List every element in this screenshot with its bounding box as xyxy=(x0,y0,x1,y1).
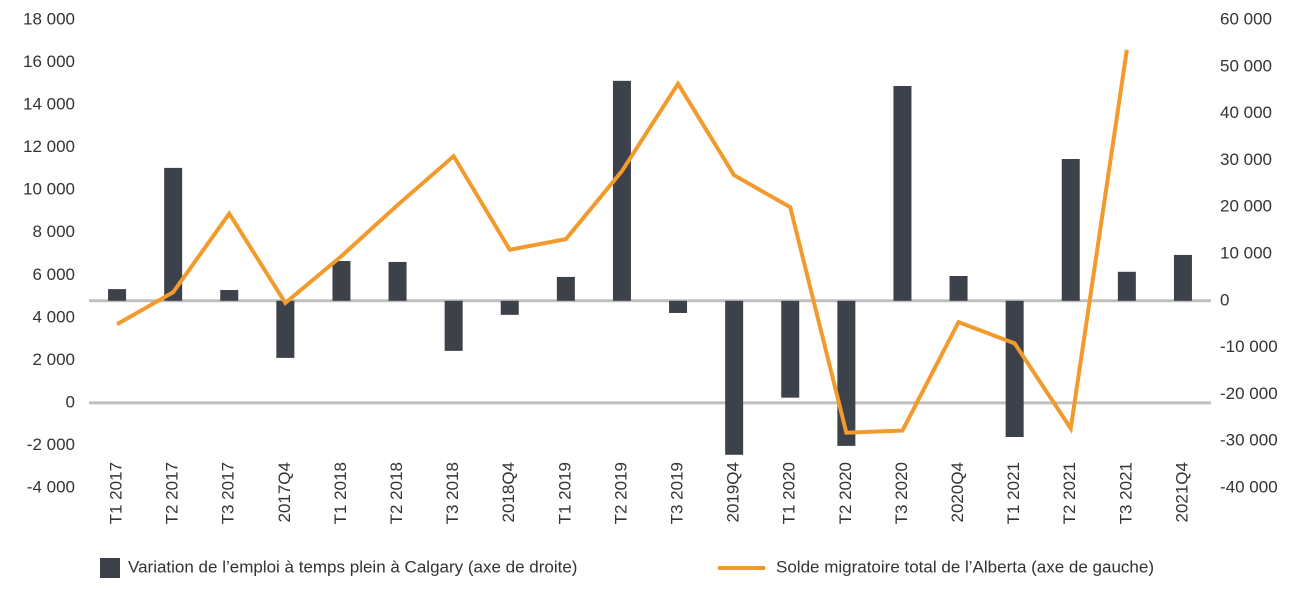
y2-tick-label: 50 000 xyxy=(1220,56,1272,75)
bar xyxy=(781,300,800,398)
bar xyxy=(725,300,744,455)
y2-tick-label: 20 000 xyxy=(1220,197,1272,216)
bar xyxy=(612,80,631,301)
bar xyxy=(837,300,856,446)
bar xyxy=(1005,300,1024,437)
bar xyxy=(276,300,295,358)
y-tick-label: 10 000 xyxy=(23,180,75,199)
line xyxy=(116,49,1129,435)
bar xyxy=(669,300,688,313)
y-tick-label: 6 000 xyxy=(32,265,75,284)
y2-tick-label: 10 000 xyxy=(1220,243,1272,262)
bar xyxy=(332,261,351,301)
bar xyxy=(220,290,239,301)
x-tick-label: T1 2021 xyxy=(1004,462,1023,524)
x-tick-label: 2020Q4 xyxy=(948,462,967,523)
x-tick-label: T2 2020 xyxy=(836,462,855,524)
y2-tick-label: -10 000 xyxy=(1220,337,1278,356)
y-tick-label: 0 xyxy=(66,392,75,411)
x-tick-label: T2 2017 xyxy=(163,462,182,524)
x-tick-label: T3 2021 xyxy=(1116,462,1135,524)
y-tick-label: -4 000 xyxy=(27,477,75,496)
x-tick-label: T2 2018 xyxy=(387,462,406,524)
y2-tick-label: 0 xyxy=(1220,290,1229,309)
x-tick-label: 2019Q4 xyxy=(724,462,743,523)
y2-tick-label: -30 000 xyxy=(1220,431,1278,450)
y-tick-label: 12 000 xyxy=(23,137,75,156)
y-tick-label: 8 000 xyxy=(32,222,75,241)
bar xyxy=(1061,158,1080,301)
x-tick-label: T1 2017 xyxy=(107,462,126,524)
x-tick-label: 2018Q4 xyxy=(499,462,518,523)
x-tick-label: T2 2021 xyxy=(1060,462,1079,524)
y-tick-label: -2 000 xyxy=(27,435,75,454)
y2-tick-label: -20 000 xyxy=(1220,384,1278,403)
x-tick-label: T1 2020 xyxy=(780,462,799,524)
y-tick-label: 2 000 xyxy=(32,350,75,369)
legend-swatch xyxy=(100,558,120,578)
bar xyxy=(893,85,912,301)
y-tick-label: 4 000 xyxy=(32,307,75,326)
bar xyxy=(500,300,519,315)
y2-tick-label: 40 000 xyxy=(1220,103,1272,122)
y-tick-label: 18 000 xyxy=(23,9,75,28)
x-tick-label: T2 2019 xyxy=(611,462,630,524)
bar xyxy=(1173,254,1192,301)
x-tick-label: T3 2017 xyxy=(219,462,238,524)
legend-label: Solde migratoire total de l’Alberta (axe… xyxy=(776,557,1154,576)
bar xyxy=(388,261,407,301)
y2-tick-label: 30 000 xyxy=(1220,150,1272,169)
x-tick-label: T1 2018 xyxy=(331,462,350,524)
bar xyxy=(556,276,575,301)
y-tick-label: 16 000 xyxy=(23,52,75,71)
x-tick-label: 2021Q4 xyxy=(1172,462,1191,523)
bar xyxy=(1117,271,1136,301)
x-tick-label: T3 2020 xyxy=(892,462,911,524)
legend-label: Variation de l’emploi à temps plein à Ca… xyxy=(128,557,577,576)
bar xyxy=(949,275,968,301)
y2-tick-label: 60 000 xyxy=(1220,9,1272,28)
x-tick-label: T3 2019 xyxy=(668,462,687,524)
bar xyxy=(108,289,127,301)
x-tick-label: T3 2018 xyxy=(443,462,462,524)
x-tick-label: 2017Q4 xyxy=(275,462,294,523)
y-tick-label: 14 000 xyxy=(23,95,75,114)
y2-tick-label: -40 000 xyxy=(1220,477,1278,496)
bar xyxy=(164,167,183,301)
bar xyxy=(444,300,463,351)
x-tick-label: T1 2019 xyxy=(555,462,574,524)
